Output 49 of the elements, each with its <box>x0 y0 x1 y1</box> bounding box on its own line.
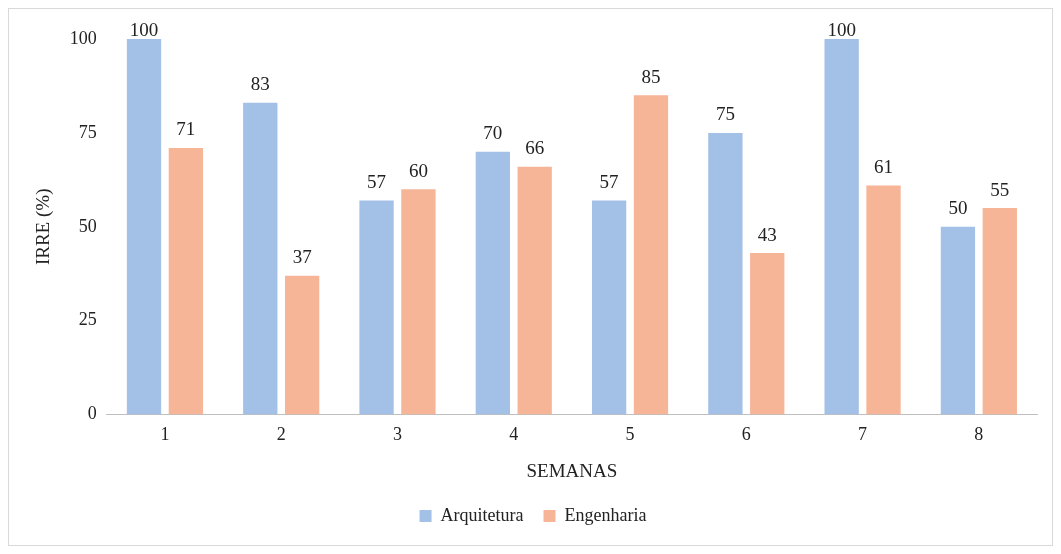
data-label: 37 <box>292 246 312 268</box>
x-tick-label: 6 <box>741 424 751 445</box>
data-label: 57 <box>367 170 387 192</box>
data-label: 57 <box>599 170 619 192</box>
y-tick-label: 0 <box>87 403 97 424</box>
x-axis-title: SEMANAS <box>526 459 618 481</box>
bar <box>982 208 1017 415</box>
legend-label: Arquitetura <box>440 504 524 525</box>
bar <box>475 151 510 415</box>
y-tick-label: 75 <box>78 121 97 142</box>
y-tick-label: 25 <box>78 309 97 330</box>
y-axis-title: IRRE (%) <box>32 188 55 266</box>
bar <box>940 226 976 415</box>
bar <box>284 275 320 415</box>
data-label: 50 <box>948 197 968 219</box>
bar <box>750 253 785 415</box>
data-label: 83 <box>250 73 270 95</box>
x-tick-label: 7 <box>858 424 868 445</box>
bar <box>243 102 278 415</box>
bar <box>168 147 204 415</box>
bar <box>591 200 627 415</box>
x-tick-label: 4 <box>509 424 519 445</box>
data-label: 75 <box>715 103 735 125</box>
bar <box>126 39 162 415</box>
data-label: 71 <box>176 118 196 140</box>
x-tick-label: 8 <box>974 424 984 445</box>
x-tick-label: 3 <box>392 424 402 445</box>
data-label: 55 <box>990 178 1010 200</box>
data-label: 61 <box>874 155 894 177</box>
data-label: 60 <box>408 159 428 181</box>
bar <box>633 95 669 415</box>
y-tick-label: 50 <box>78 215 97 236</box>
data-label: 70 <box>483 122 503 144</box>
x-tick-label: 2 <box>276 424 286 445</box>
data-label: 43 <box>757 223 777 245</box>
x-tick-label: 5 <box>625 424 635 445</box>
data-label: 66 <box>525 137 545 159</box>
data-label: 100 <box>827 19 856 41</box>
bar <box>359 200 394 415</box>
legend-label: Engenharia <box>564 504 647 525</box>
bar <box>401 189 436 415</box>
x-tick-label: 1 <box>160 424 170 445</box>
bar <box>517 166 552 415</box>
data-label: 85 <box>641 65 661 87</box>
bar <box>824 39 859 415</box>
bar <box>708 132 743 415</box>
y-tick-label: 100 <box>69 27 97 48</box>
bar <box>866 185 901 415</box>
data-label: 100 <box>129 19 159 41</box>
